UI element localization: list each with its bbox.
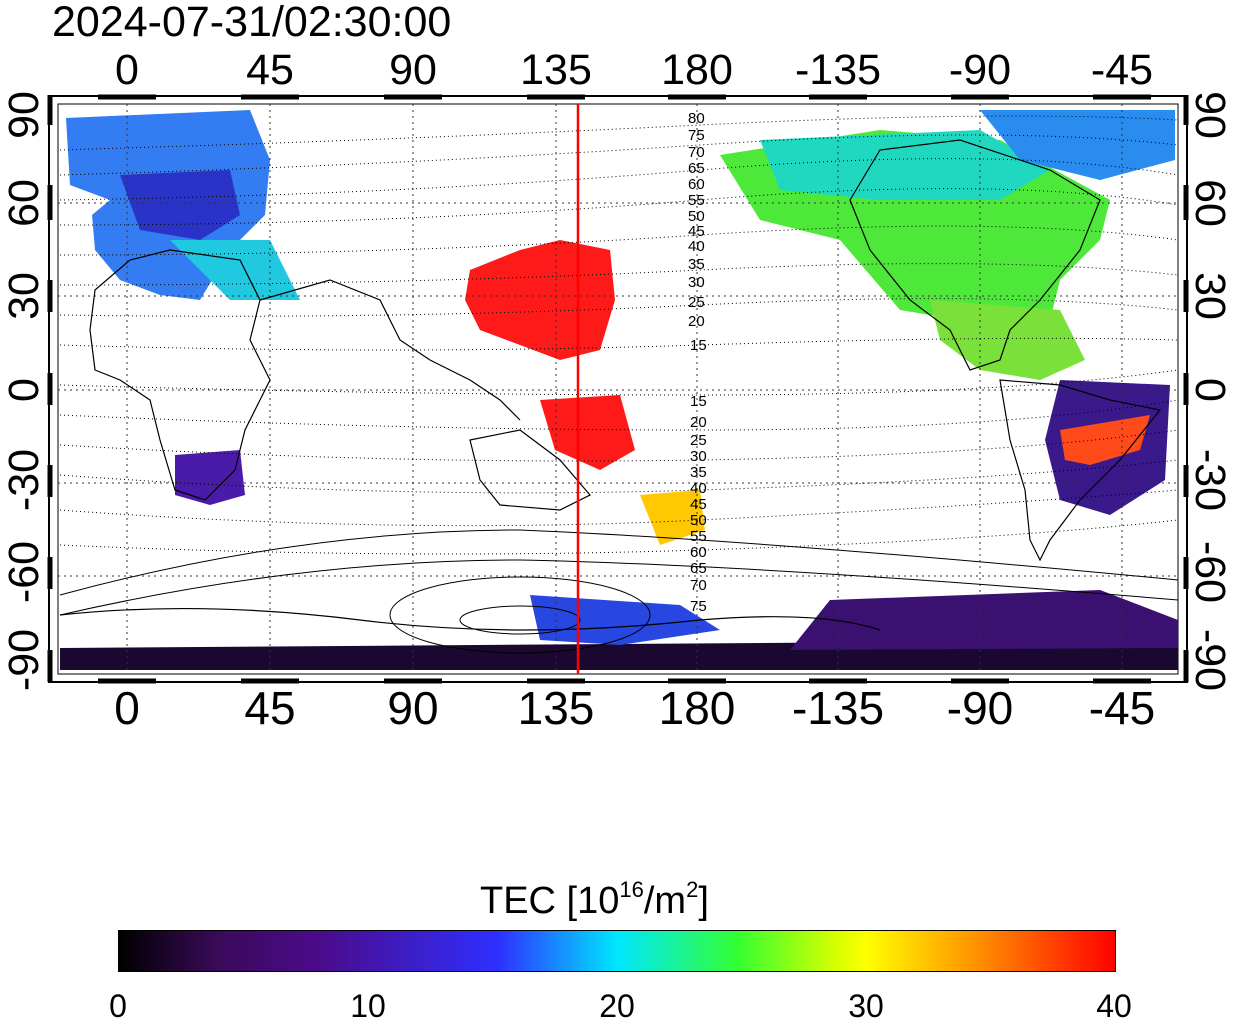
colorbar-title-suffix: ] [698, 880, 709, 922]
top-lon-tick: 180 [661, 46, 733, 94]
colorbar-tick: 40 [1096, 988, 1132, 1024]
contour-label-south: 55 [690, 528, 707, 545]
contour-label-south: 30 [690, 448, 707, 465]
map-inner-frame [57, 103, 1179, 675]
south-pole-contours [59, 529, 1179, 654]
colorbar-tick: 30 [848, 988, 884, 1024]
top-lon-tick: 135 [520, 46, 592, 94]
tec-patch-central-america [930, 300, 1085, 380]
contour-label-north: 40 [688, 238, 705, 255]
contour-label-north: 55 [688, 192, 705, 209]
tec-patch-na-cyan [760, 130, 1050, 200]
colorbar-title-prefix: TEC [10 [480, 880, 620, 922]
top-lon-tick: 90 [389, 46, 437, 94]
colorbar [118, 930, 1116, 972]
colorbar-tick: 20 [599, 988, 635, 1024]
bottom-lon-tick: 135 [517, 682, 595, 734]
contour-label-north: 15 [690, 337, 707, 354]
contour-label-south: 45 [690, 496, 707, 513]
contour-label-south: 15 [690, 393, 707, 410]
contour-label-north: 60 [688, 176, 705, 193]
tec-patch-antarctic-purple [790, 590, 1178, 650]
top-lon-tick: -90 [948, 46, 1012, 94]
top-lon-tick: -45 [1090, 46, 1154, 94]
contour-label-south: 65 [690, 560, 707, 577]
contour-label-north: 25 [688, 294, 705, 311]
contour-label-north: 20 [688, 313, 705, 330]
tec-patch-australia-red [540, 395, 635, 470]
contour-label-south: 60 [690, 544, 707, 561]
coastlines [59, 139, 1162, 631]
contour-label-south: 40 [690, 480, 707, 497]
colorbar-title-exp1: 16 [619, 877, 644, 902]
bottom-lon-tick: -45 [1088, 682, 1156, 734]
contour-label-north: 35 [688, 256, 705, 273]
contour-label-north: 45 [688, 223, 705, 240]
contour-label-north: 75 [688, 127, 705, 144]
colorbar-tick: 0 [109, 988, 127, 1024]
bottom-lon-tick: 45 [244, 682, 296, 734]
colorbar-title-exp2: 2 [686, 877, 699, 902]
contour-label-north: 80 [688, 110, 705, 127]
top-lon-tick: -135 [794, 46, 882, 94]
tec-patch-europe-core [120, 170, 240, 240]
contour-label-north: 70 [688, 144, 705, 161]
frame-ticks [47, 94, 1189, 684]
bottom-lon-tick: -135 [791, 682, 885, 734]
bottom-lon-tick: -90 [946, 682, 1014, 734]
contour-label-south: 20 [690, 414, 707, 431]
colorbar-title: TEC [1016/m2] [480, 868, 709, 923]
top-lon-tick: 0 [115, 46, 139, 94]
contour-label-south: 35 [690, 464, 707, 481]
colorbar-tick: 10 [350, 988, 386, 1024]
bottom-lon-tick: 0 [114, 682, 140, 734]
tec-data-regions [60, 110, 1178, 670]
contour-label-south: 70 [690, 577, 707, 594]
tec-patch-southern-africa [175, 450, 245, 505]
contour-label-south: 50 [690, 512, 707, 529]
contour-label-north: 30 [688, 274, 705, 291]
colorbar-title-mid: /m [643, 880, 687, 922]
bottom-lon-tick: 90 [387, 682, 439, 734]
magnetic-contours [59, 115, 1179, 555]
contour-label-south: 75 [690, 598, 707, 615]
bottom-lon-tick: 180 [658, 682, 736, 734]
contour-label-north: 50 [688, 208, 705, 225]
contour-label-north: 65 [688, 160, 705, 177]
top-lon-tick: 45 [246, 46, 294, 94]
timestamp-title: 2024-07-31/02:30:00 [52, 0, 452, 46]
contour-label-south: 25 [690, 432, 707, 449]
tec-patch-arctic-blue [980, 110, 1175, 180]
tec-patch-nz [640, 490, 705, 545]
tec-patch-sa-red [1060, 415, 1150, 465]
